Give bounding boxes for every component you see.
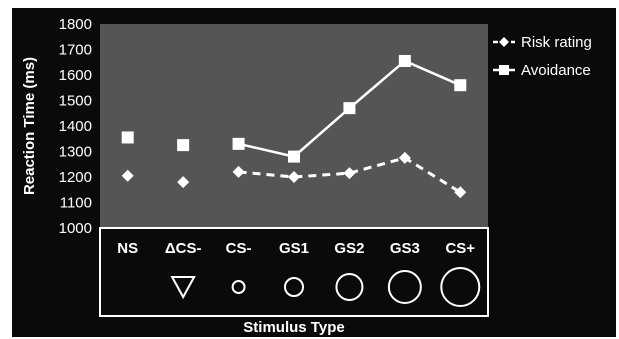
avoidance-point <box>232 137 245 150</box>
category-label: CS+ <box>445 240 475 257</box>
risk-rating-point <box>343 167 356 180</box>
category-symbols <box>170 267 481 307</box>
legend-label: Avoidance <box>521 62 591 79</box>
circle-symbol <box>231 280 246 294</box>
avoidance-point <box>343 102 356 115</box>
y-axis-title: Reaction Time (ms) <box>21 57 38 195</box>
category-label: CS- <box>226 240 252 257</box>
risk-rating-point <box>454 186 467 199</box>
x-axis-category-labels: NS ΔCS- CS- GS1 GS2 GS3 CS+ <box>117 240 475 257</box>
chart-frame: 1000 1100 1200 1300 1400 1500 1600 1700 1800 NS Δ… <box>12 8 616 337</box>
category-label: ΔCS- <box>165 240 202 257</box>
x-axis-title: Stimulus Type <box>243 319 344 336</box>
category-label: GS2 <box>334 240 364 257</box>
circle-symbol <box>387 270 422 304</box>
avoidance-point <box>121 131 134 144</box>
line-chart: 1000 1100 1200 1300 1400 1500 1600 1700 1800 NS Δ… <box>21 16 592 336</box>
y-tick-label: 1500 <box>59 93 92 110</box>
legend: Risk rating Avoidance <box>493 34 592 79</box>
category-label: GS3 <box>390 240 420 257</box>
circle-symbol <box>440 267 481 307</box>
circle-symbol <box>335 273 364 301</box>
risk-rating-point <box>288 171 300 183</box>
legend-diamond-marker <box>499 37 509 47</box>
legend-square-marker <box>499 65 509 75</box>
y-tick-label: 1400 <box>59 118 92 135</box>
y-tick-label: 1700 <box>59 42 92 59</box>
avoidance-point <box>177 139 190 152</box>
avoidance-point <box>288 150 300 163</box>
avoidance-point <box>454 79 467 92</box>
series-layer <box>121 54 467 199</box>
risk-rating-point <box>398 151 411 164</box>
y-tick-label: 1200 <box>59 169 92 186</box>
category-table <box>99 227 489 317</box>
triangle-down-symbol <box>170 276 196 300</box>
y-tick-label: 1000 <box>59 220 92 237</box>
y-tick-label: 1800 <box>59 16 92 33</box>
risk-rating-point <box>177 176 190 189</box>
legend-label: Risk rating <box>521 34 592 51</box>
y-tick-label: 1300 <box>59 144 92 161</box>
y-tick-label: 1600 <box>59 67 92 84</box>
plot-area <box>100 24 488 228</box>
risk-rating-point <box>121 169 134 182</box>
avoidance-point <box>398 54 411 67</box>
risk-rating-point <box>232 165 245 178</box>
category-label: GS1 <box>279 240 309 257</box>
y-tick-label: 1100 <box>60 195 92 212</box>
category-label: NS <box>117 240 138 257</box>
y-axis-ticks: 1000 1100 1200 1300 1400 1500 1600 1700 1800 <box>59 16 92 237</box>
circle-symbol <box>284 277 304 297</box>
